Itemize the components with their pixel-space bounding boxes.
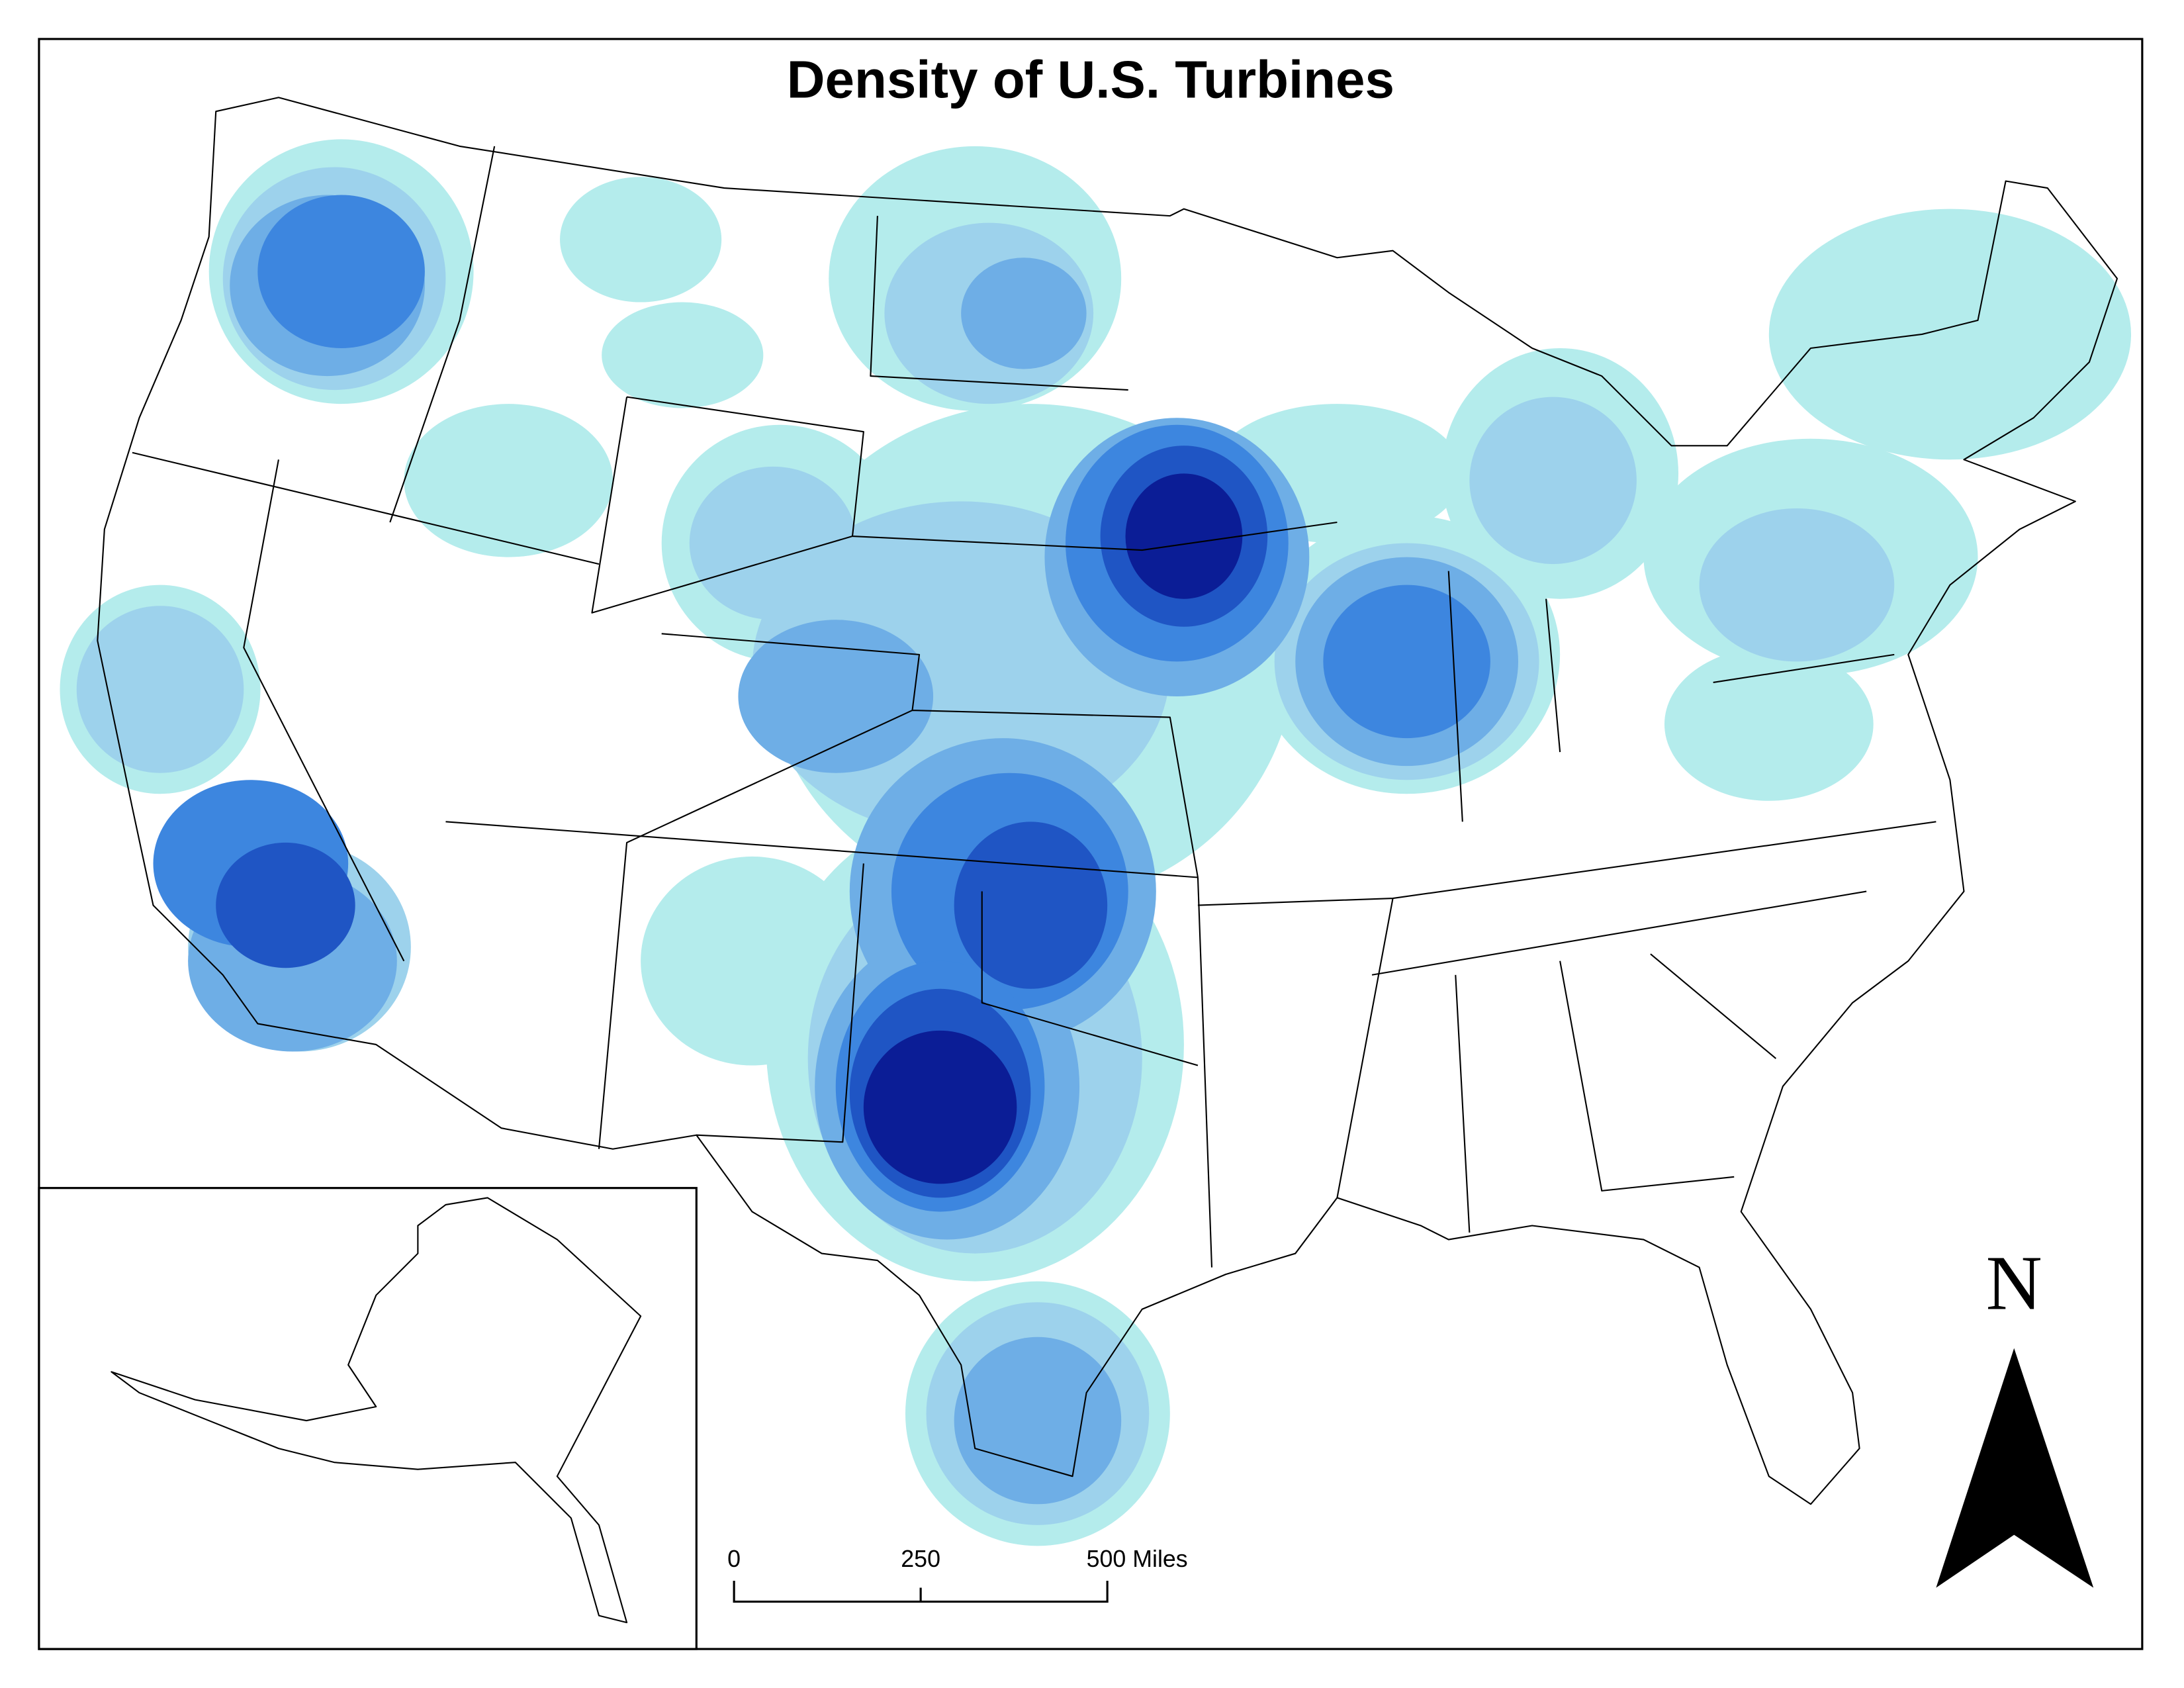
us-outline <box>97 97 2118 1505</box>
density-zone <box>216 842 355 968</box>
scale-line <box>733 1580 1109 1603</box>
scale-bar: 0 250 500 Miles <box>727 1546 1188 1603</box>
density-zone <box>560 177 722 303</box>
map-title: Density of U.S. Turbines <box>787 50 1394 109</box>
north-arrow: N <box>1936 1241 2094 1588</box>
density-zone <box>1469 397 1637 565</box>
density-zone <box>954 821 1108 989</box>
density-zone <box>1125 473 1243 599</box>
alaska-inset <box>38 1187 698 1650</box>
density-zone <box>404 404 614 557</box>
state-borders <box>132 146 1936 1268</box>
alaska-outline <box>111 1197 642 1624</box>
density-zone <box>76 606 244 773</box>
density-zone <box>961 258 1087 369</box>
density-zone <box>863 1030 1017 1184</box>
density-zone <box>1664 647 1874 801</box>
density-zone <box>257 195 425 348</box>
density-zone <box>1323 585 1490 739</box>
scale-label: 250 <box>901 1546 940 1572</box>
density-layer <box>60 139 2132 1546</box>
density-zone <box>1699 508 1895 662</box>
north-label: N <box>1986 1241 2042 1327</box>
density-zone <box>954 1336 1122 1505</box>
density-zone <box>1768 209 2132 460</box>
density-zone <box>738 620 934 773</box>
state-borders <box>97 97 2118 1505</box>
density-zone <box>602 302 764 408</box>
scale-label: 0 <box>727 1546 741 1572</box>
north-arrow-shape <box>1936 1348 2094 1588</box>
scale-label: 500 Miles <box>1087 1546 1188 1572</box>
map-frame <box>38 38 2144 1650</box>
